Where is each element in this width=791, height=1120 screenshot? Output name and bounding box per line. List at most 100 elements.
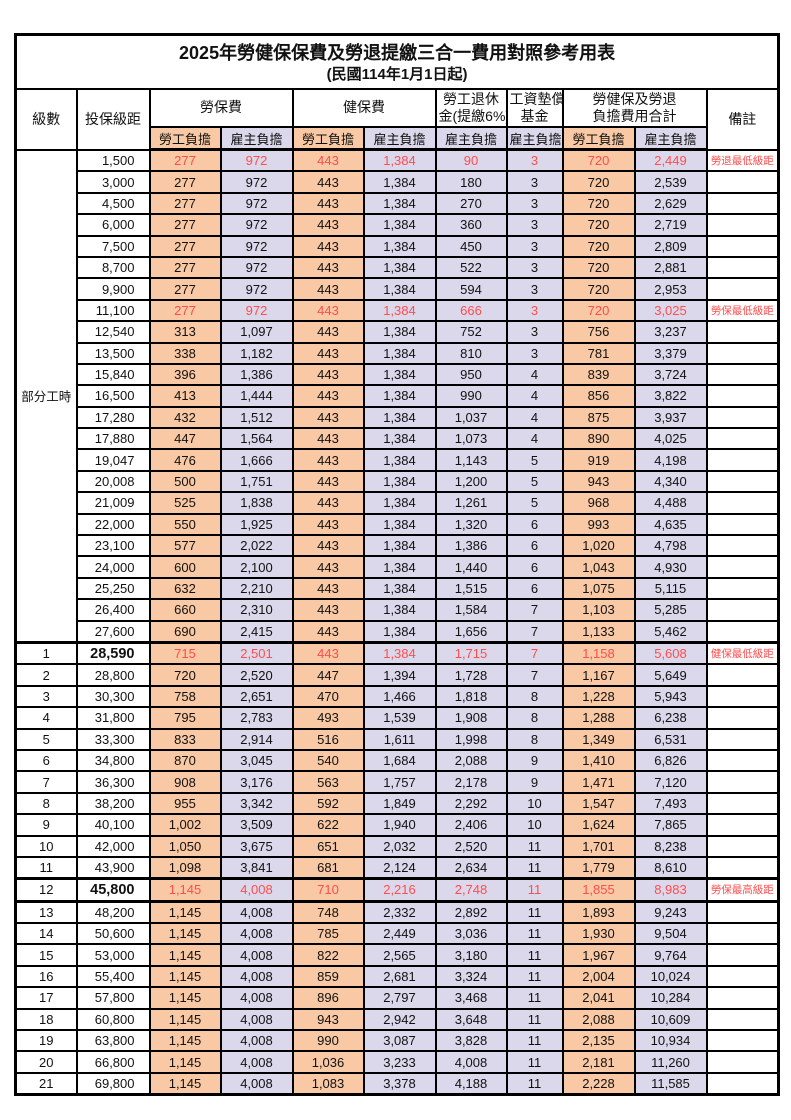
value-cell: 1,893 — [561, 900, 636, 925]
value-cell: 2,004 — [561, 964, 636, 989]
value-cell: 1,037 — [434, 405, 508, 430]
value-cell: 11 — [505, 1007, 564, 1032]
level-cell: 19 — [14, 1028, 78, 1053]
value-cell: 2,088 — [561, 1007, 636, 1032]
remark-cell: 勞保最低級距 — [705, 298, 780, 323]
value-cell: 1,143 — [434, 448, 508, 472]
value-cell: 3 — [505, 277, 564, 301]
value-cell: 277 — [148, 234, 222, 258]
value-cell: 1,145 — [148, 900, 222, 925]
subheader-total-employee: 勞工負擔 — [561, 126, 636, 151]
value-cell: 7 — [505, 619, 564, 644]
value-cell: 4 — [505, 427, 564, 451]
remark-cell — [705, 469, 780, 494]
value-cell: 4 — [505, 405, 564, 430]
bracket-cell: 26,400 — [75, 598, 151, 622]
value-cell: 2,041 — [561, 986, 636, 1010]
value-cell: 2,809 — [633, 234, 708, 258]
value-cell: 277 — [148, 148, 222, 173]
value-cell: 833 — [148, 727, 222, 751]
value-cell: 525 — [148, 491, 222, 515]
value-cell: 5,608 — [633, 640, 708, 666]
table-row: 26,400 660 2,310 443 1,384 1,584 7 1,103 5,285 — [16, 598, 780, 622]
value-cell: 1,050 — [148, 834, 222, 858]
value-cell: 7 — [505, 640, 564, 666]
value-cell: 822 — [291, 943, 365, 967]
remark-cell — [705, 855, 780, 880]
value-cell: 3,648 — [434, 1007, 508, 1032]
remark-cell — [705, 986, 780, 1010]
value-cell: 3,379 — [633, 341, 708, 365]
bracket-cell: 13,500 — [75, 341, 151, 365]
level-cell: 2 — [14, 663, 78, 687]
bracket-cell: 36,300 — [75, 770, 151, 794]
value-cell: 2,719 — [633, 213, 708, 237]
value-cell: 720 — [561, 234, 636, 258]
value-cell: 990 — [291, 1028, 365, 1053]
value-cell: 11 — [505, 943, 564, 967]
level-cell: 6 — [14, 748, 78, 773]
value-cell: 1,384 — [362, 619, 437, 644]
value-cell: 3,378 — [362, 1071, 437, 1096]
value-cell: 447 — [291, 663, 365, 687]
value-cell: 1,908 — [434, 706, 508, 730]
value-cell: 7,120 — [633, 770, 708, 794]
value-cell: 1,930 — [561, 922, 636, 946]
value-cell: 2,310 — [219, 598, 294, 622]
value-cell: 1,384 — [362, 448, 437, 472]
value-cell: 9,764 — [633, 943, 708, 967]
value-cell: 1,547 — [561, 791, 636, 816]
table-row: 3 30,300 758 2,651 470 1,466 1,818 8 1,228 5,943 — [14, 684, 780, 709]
level-cell: 12 — [14, 877, 78, 903]
value-cell: 5,285 — [633, 598, 708, 622]
bracket-cell: 48,200 — [75, 900, 151, 925]
value-cell: 870 — [148, 748, 222, 773]
value-cell: 651 — [291, 834, 365, 858]
bracket-cell: 25,250 — [75, 576, 151, 601]
value-cell: 2,088 — [434, 748, 508, 773]
bracket-cell: 15,840 — [75, 362, 151, 387]
remark-cell — [705, 427, 780, 451]
value-cell: 1,384 — [362, 362, 437, 387]
page-title: 2025年勞健保保費及勞退提繳三合一費用對照參考用表 — [179, 42, 616, 63]
value-cell: 859 — [291, 964, 365, 989]
value-cell: 3,342 — [219, 791, 294, 816]
value-cell: 3,822 — [633, 384, 708, 408]
bracket-cell: 60,800 — [75, 1007, 151, 1032]
value-cell: 1,103 — [561, 598, 636, 622]
remark-cell — [705, 362, 780, 387]
bracket-cell: 17,880 — [75, 427, 151, 451]
value-cell: 443 — [291, 298, 365, 323]
value-cell: 90 — [434, 148, 508, 173]
value-cell: 3 — [505, 191, 564, 216]
value-cell: 180 — [434, 170, 508, 194]
value-cell: 1,098 — [148, 855, 222, 880]
value-cell: 1,043 — [561, 555, 636, 579]
value-cell: 6,826 — [633, 748, 708, 773]
remark-cell — [705, 619, 780, 644]
value-cell: 1,564 — [219, 427, 294, 451]
bracket-cell: 22,000 — [75, 512, 151, 537]
table-row: 18 60,800 1,145 4,008 943 2,942 3,648 11 2,088 10… — [14, 1007, 780, 1032]
value-cell: 8,983 — [633, 877, 708, 903]
value-cell: 7 — [505, 598, 564, 622]
value-cell: 4,008 — [219, 943, 294, 967]
value-cell: 443 — [291, 170, 365, 194]
value-cell: 4,798 — [633, 534, 708, 558]
value-cell: 2,415 — [219, 619, 294, 644]
bracket-cell: 50,600 — [75, 922, 151, 946]
bracket-cell: 42,000 — [75, 834, 151, 858]
value-cell: 1,384 — [362, 576, 437, 601]
value-cell: 1,167 — [561, 663, 636, 687]
bracket-cell: 27,600 — [75, 619, 151, 644]
remark-cell — [705, 663, 780, 687]
value-cell: 1,182 — [219, 341, 294, 365]
value-cell: 1,384 — [362, 213, 437, 237]
value-cell: 2,651 — [219, 684, 294, 709]
value-cell: 1,624 — [561, 813, 636, 837]
value-cell: 1,145 — [148, 1007, 222, 1032]
remark-cell — [705, 213, 780, 237]
table-row: 5 33,300 833 2,914 516 1,611 1,998 8 1,349 6,531 — [14, 727, 780, 751]
value-cell: 681 — [291, 855, 365, 880]
remark-cell — [705, 922, 780, 946]
